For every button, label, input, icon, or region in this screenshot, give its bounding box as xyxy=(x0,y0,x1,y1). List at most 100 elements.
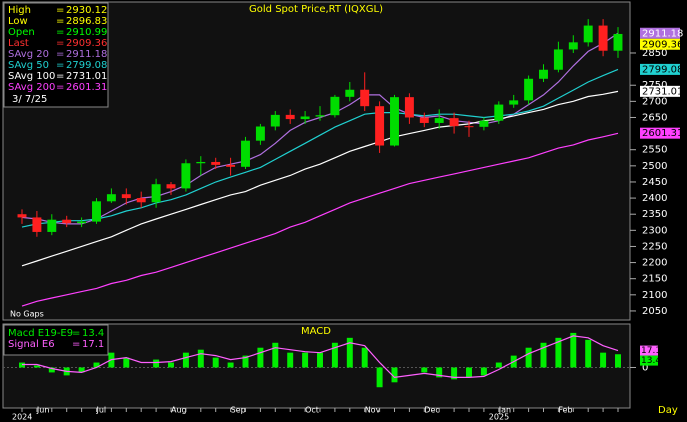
macd-value-tag-label: 17.1 xyxy=(641,346,661,356)
macd-panel xyxy=(2,323,631,409)
macd-legend-value: 13.4 xyxy=(82,328,104,339)
macd-bar xyxy=(480,367,487,376)
macd-bar xyxy=(212,357,219,368)
y-tick-label: 0 xyxy=(642,362,648,373)
macd-bar xyxy=(302,352,309,368)
macd-title: MACD xyxy=(301,326,331,337)
candle-body xyxy=(360,89,370,107)
y-tick-label: 2300 xyxy=(642,225,667,236)
candle-body xyxy=(509,100,519,105)
candle-body xyxy=(255,126,265,141)
value-tag-label: 2601.31 xyxy=(642,128,683,139)
candle-body xyxy=(136,198,146,203)
legend-value: 2930.12 xyxy=(66,5,107,16)
candle-body xyxy=(92,201,101,222)
candle-body xyxy=(106,194,116,202)
legend-value: 2896.83 xyxy=(66,16,107,27)
legend-label: Last xyxy=(8,38,29,49)
candle-body xyxy=(583,25,593,43)
macd-bar xyxy=(540,342,547,368)
macd-bar xyxy=(436,367,443,378)
legend-label: Low xyxy=(8,16,28,27)
candle-body xyxy=(62,219,72,224)
candle-body xyxy=(494,104,504,121)
candle-body xyxy=(390,97,399,146)
candle-body xyxy=(598,25,608,51)
y-tick-label: 2450 xyxy=(642,177,667,188)
legend-separator: = xyxy=(72,328,80,339)
candle-body xyxy=(121,194,131,199)
candle-body xyxy=(226,164,236,167)
legend-label: Open xyxy=(8,27,35,38)
legend-separator: = xyxy=(56,71,64,82)
value-tag-label: 2909.36 xyxy=(642,39,683,50)
x-tick-label: Nov xyxy=(365,406,381,415)
legend-label: SAvg 200 xyxy=(8,82,55,93)
legend-value: 2799.08 xyxy=(66,60,107,71)
macd-bar xyxy=(317,352,323,368)
candle-body xyxy=(404,97,414,118)
x-tick-label: Aug xyxy=(171,406,187,415)
legend-value: 2909.36 xyxy=(66,38,107,49)
macd-bar xyxy=(421,367,428,373)
macd-bar xyxy=(123,357,130,368)
y-tick-label: 2500 xyxy=(642,161,667,172)
macd-value-tag xyxy=(640,345,658,356)
candle-body xyxy=(553,49,563,70)
x-tick-label: Feb xyxy=(558,406,572,415)
macd-bar xyxy=(272,342,279,368)
legend-separator: = xyxy=(56,60,64,71)
macd-legend-value: 17.1 xyxy=(82,339,104,350)
macd-bar xyxy=(346,337,353,368)
candle-body xyxy=(211,161,221,165)
y-tick-label: 2650 xyxy=(642,112,667,123)
value-tag-label: 2911.18 xyxy=(642,28,683,39)
macd-bar xyxy=(48,367,55,373)
macd-bar xyxy=(495,362,502,368)
legend-separator: = xyxy=(56,38,64,49)
candle-body xyxy=(241,140,250,167)
y-tick-label: 2250 xyxy=(642,241,667,252)
macd-bar xyxy=(242,355,249,368)
candle-body xyxy=(47,219,57,232)
y-tick-label: 2400 xyxy=(642,193,667,204)
macd-bar xyxy=(451,367,458,380)
x-tick-label: Jan xyxy=(498,406,511,415)
x-tick-label: Sep xyxy=(231,406,246,415)
macd-bar xyxy=(287,352,294,368)
candle-body xyxy=(345,89,355,97)
y-tick-label: 2550 xyxy=(642,145,667,156)
year-label: 2024 xyxy=(12,413,32,422)
candle-body xyxy=(300,116,310,120)
chart-title: Gold Spot Price,RT (IQXGL) xyxy=(249,4,383,15)
macd-value-tag xyxy=(640,355,658,366)
candle-body xyxy=(375,106,385,146)
macd-bar xyxy=(600,352,607,368)
legend-separator: = xyxy=(72,339,80,350)
legend-label: SAvg 100 xyxy=(8,71,55,82)
y-tick-label: 2700 xyxy=(642,96,667,107)
y-tick-label: 2200 xyxy=(642,258,667,269)
legend-separator: = xyxy=(56,82,64,93)
value-tag xyxy=(640,127,680,139)
legend-separator: = xyxy=(56,49,64,60)
legend-date: 3/ 7/25 xyxy=(12,94,47,105)
candle-body xyxy=(32,217,42,232)
legend-label: SAvg 50 xyxy=(8,60,49,71)
macd-bar xyxy=(93,362,100,368)
y-tick-label: 2350 xyxy=(642,209,667,220)
legend-separator: = xyxy=(56,16,64,27)
macd-bar xyxy=(570,332,577,368)
value-tag-label: 2731.01 xyxy=(642,86,683,97)
no-gaps-note: No Gaps xyxy=(10,310,44,319)
candle-body xyxy=(285,114,295,120)
candle-body xyxy=(434,118,444,123)
legend-value: 2731.01 xyxy=(66,71,107,82)
value-tag-label: 2799.08 xyxy=(642,64,683,75)
candle-body xyxy=(151,184,161,203)
candle-body xyxy=(613,33,623,51)
value-tag xyxy=(640,27,680,39)
y-tick-label: 2050 xyxy=(642,306,667,317)
candle-body xyxy=(419,117,429,123)
candle-body xyxy=(568,42,578,50)
